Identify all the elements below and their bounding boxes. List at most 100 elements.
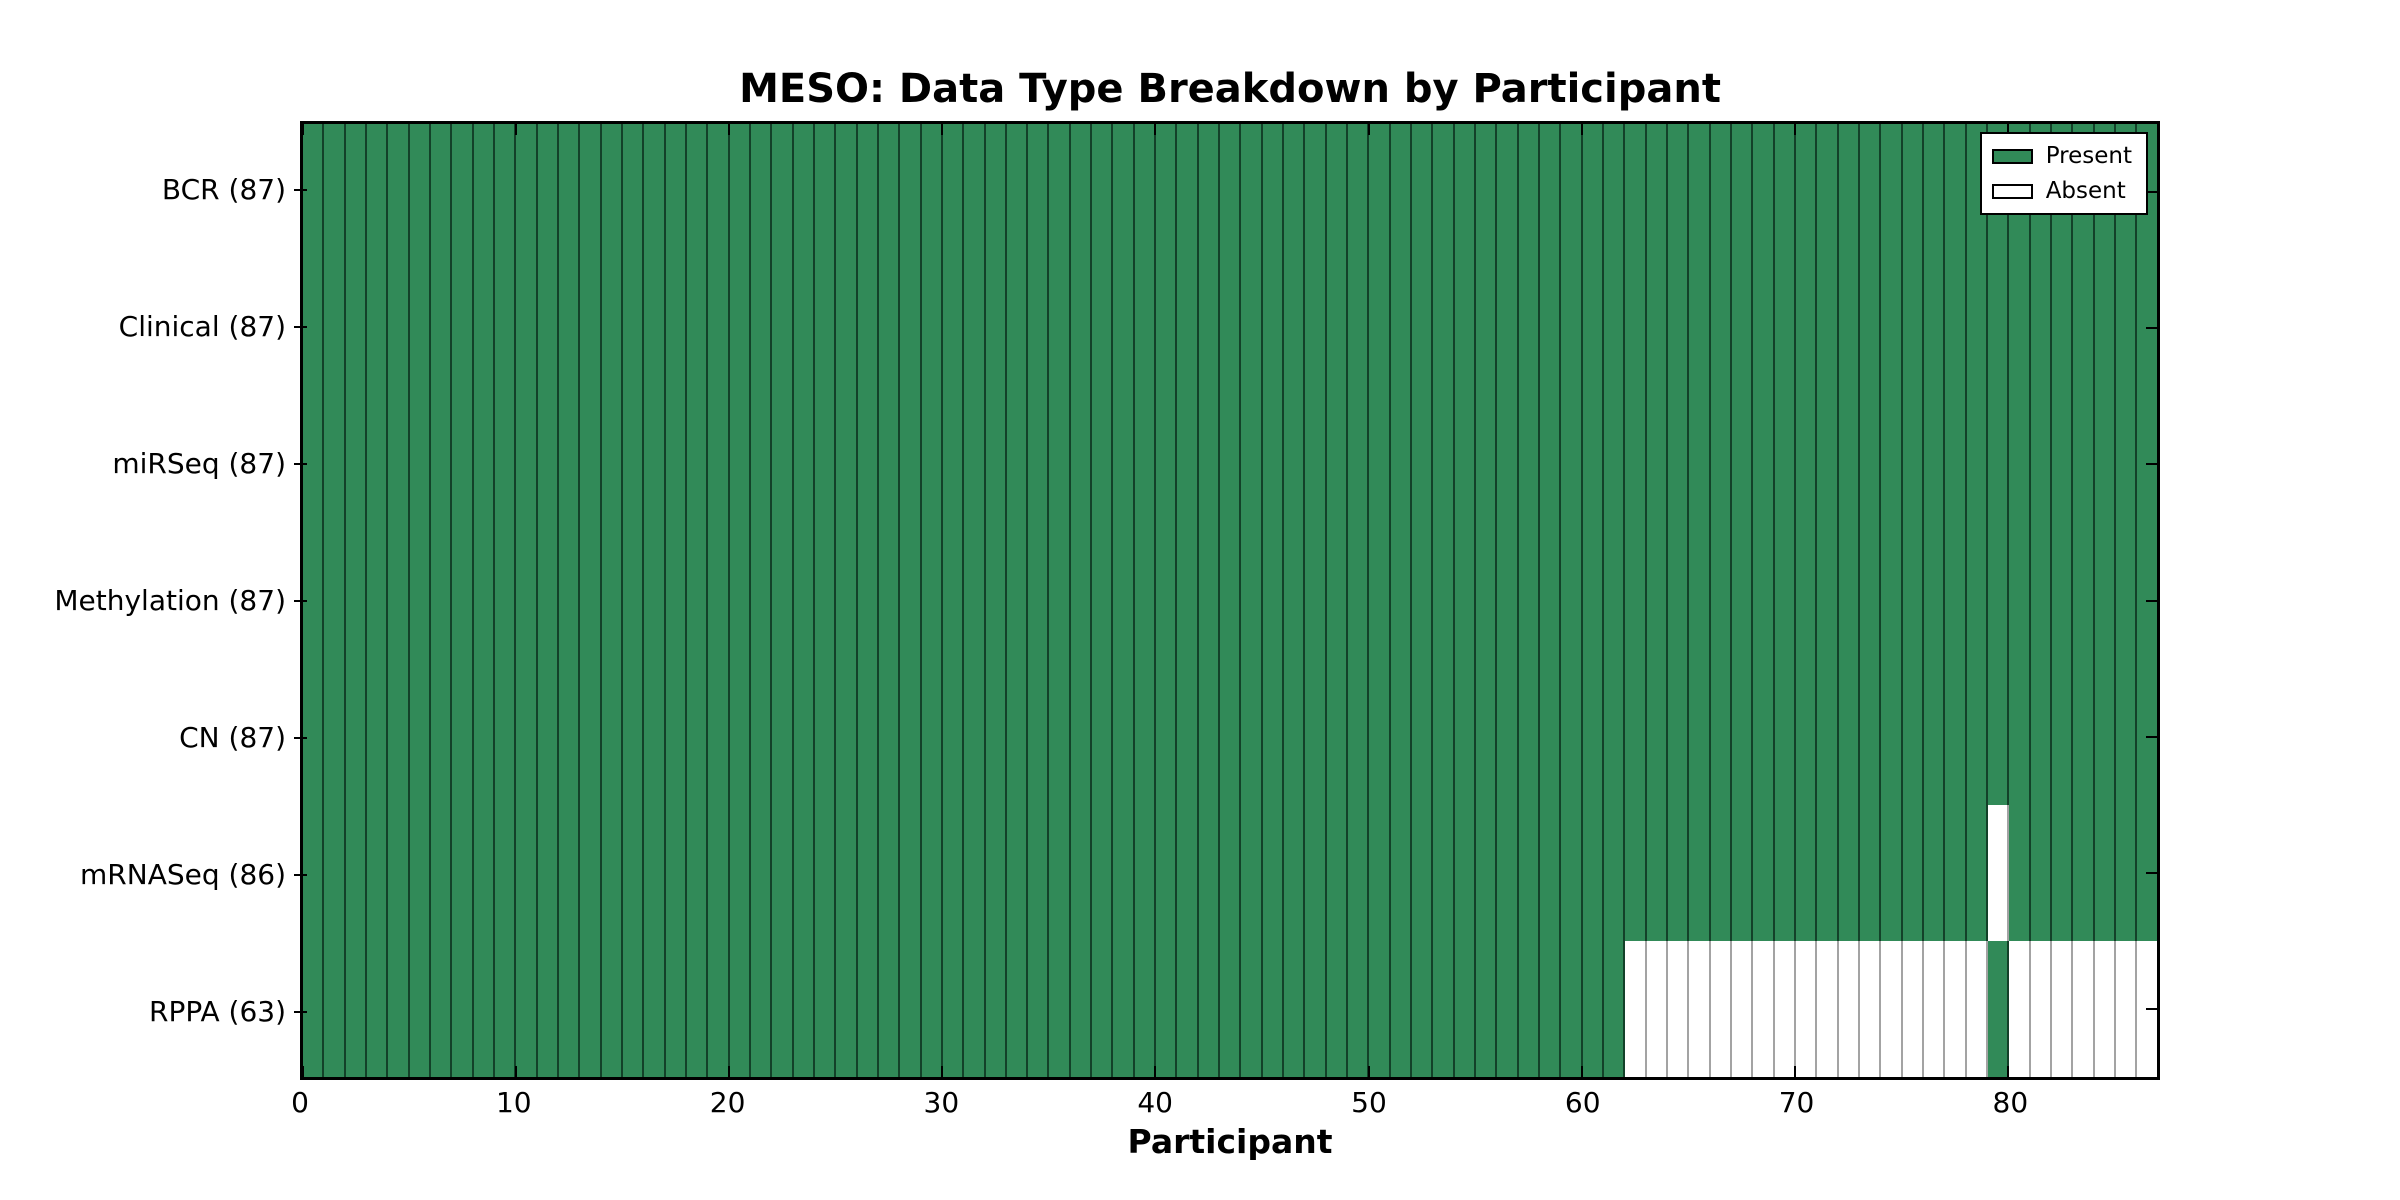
- heatmap-cell: [366, 532, 389, 669]
- heatmap-cell: [601, 940, 623, 1077]
- heatmap-cell: [942, 940, 965, 1077]
- heatmap-cell: [1348, 668, 1370, 805]
- y-axis-tick: [294, 325, 307, 328]
- heatmap-cell: [985, 668, 1007, 805]
- heatmap-cell: [324, 668, 346, 805]
- heatmap-cell: [1668, 940, 1690, 1077]
- heatmap-cell: [729, 124, 751, 261]
- heatmap-cell: [1561, 940, 1583, 1077]
- heatmap-cell: [1369, 260, 1391, 397]
- heatmap-row: [303, 260, 2157, 397]
- heatmap-cell: [665, 804, 687, 941]
- heatmap-cell: [1625, 804, 1647, 941]
- heatmap-cell: [622, 532, 645, 669]
- heatmap-cell: [1923, 396, 1946, 533]
- heatmap-cell: [1198, 260, 1221, 397]
- heatmap-cell: [1731, 940, 1754, 1077]
- heatmap-cell: [1540, 804, 1562, 941]
- heatmap-cell: [1625, 940, 1647, 1077]
- heatmap-cell: [1497, 940, 1519, 1077]
- heatmap-cell: [1689, 804, 1711, 941]
- heatmap-cell: [537, 804, 559, 941]
- heatmap-cell: [1859, 260, 1882, 397]
- legend-swatch-present-icon: [1991, 148, 2033, 164]
- heatmap-cell: [2009, 668, 2031, 805]
- heatmap-cell: [878, 532, 901, 669]
- heatmap-cell: [2030, 260, 2052, 397]
- heatmap-cell: [836, 668, 858, 805]
- heatmap-cell: [1561, 532, 1583, 669]
- heatmap-cell: [1859, 124, 1882, 261]
- heatmap-cell: [814, 124, 837, 261]
- heatmap-cell: [942, 260, 965, 397]
- x-tick-label: 0: [291, 1086, 309, 1119]
- heatmap-cell: [303, 124, 325, 261]
- heatmap-cell: [2009, 940, 2031, 1077]
- heatmap-cell: [1902, 124, 1924, 261]
- heatmap-cell: [409, 940, 431, 1077]
- heatmap-cell: [1945, 124, 1967, 261]
- heatmap-cell: [708, 804, 730, 941]
- heatmap-cell: [942, 532, 965, 669]
- heatmap-cell: [985, 124, 1007, 261]
- heatmap-cell: [878, 668, 901, 805]
- heatmap-cell: [1625, 396, 1647, 533]
- heatmap-cell: [708, 396, 730, 533]
- heatmap-cell: [2073, 396, 2095, 533]
- heatmap-cell: [1753, 804, 1775, 941]
- heatmap-cell: [409, 668, 431, 805]
- heatmap-cell: [388, 124, 410, 261]
- heatmap-cell: [1049, 260, 1071, 397]
- heatmap-cell: [452, 804, 474, 941]
- heatmap-cell: [1454, 940, 1477, 1077]
- heatmap-cell: [1198, 804, 1221, 941]
- heatmap-cell: [601, 260, 623, 397]
- heatmap-cell: [601, 396, 623, 533]
- heatmap-cell: [345, 396, 367, 533]
- heatmap-cell: [1497, 532, 1519, 669]
- heatmap-cell: [900, 668, 922, 805]
- heatmap-cell: [324, 804, 346, 941]
- heatmap-cell: [1774, 668, 1796, 805]
- heatmap-cell: [1838, 532, 1860, 669]
- heatmap-cell: [1177, 396, 1199, 533]
- heatmap-cell: [452, 940, 474, 1077]
- heatmap-cell: [1945, 804, 1967, 941]
- heatmap-cell: [1966, 804, 1988, 941]
- heatmap-cell: [1177, 532, 1199, 669]
- heatmap-cell: [1049, 124, 1071, 261]
- heatmap-cell: [1987, 804, 2010, 941]
- heatmap-cell: [729, 396, 751, 533]
- plot-area: Present Absent: [300, 121, 2160, 1080]
- heatmap-cell: [1668, 396, 1690, 533]
- heatmap-cell: [750, 532, 773, 669]
- heatmap-cell: [921, 260, 943, 397]
- heatmap-cell: [814, 260, 837, 397]
- heatmap-cell: [1198, 532, 1221, 669]
- x-axis-tick: [302, 124, 304, 135]
- heatmap-cell: [1859, 396, 1882, 533]
- heatmap-cell: [1731, 532, 1754, 669]
- heatmap-cell: [1433, 260, 1455, 397]
- heatmap-cell: [1497, 260, 1519, 397]
- heatmap-cell: [1006, 532, 1029, 669]
- heatmap-cell: [836, 260, 858, 397]
- heatmap-cell: [1881, 260, 1903, 397]
- y-axis-tick-right: [2146, 191, 2157, 194]
- heatmap-cell: [1326, 804, 1349, 941]
- heatmap-cell: [1817, 804, 1839, 941]
- heatmap-cell: [430, 260, 453, 397]
- heatmap-cell: [665, 124, 687, 261]
- heatmap-cell: [366, 260, 389, 397]
- heatmap-cell: [345, 124, 367, 261]
- heatmap-cell: [1689, 124, 1711, 261]
- heatmap-cell: [1753, 532, 1775, 669]
- heatmap-cell: [1881, 668, 1903, 805]
- heatmap-cell: [1006, 668, 1029, 805]
- heatmap-cell: [1433, 804, 1455, 941]
- heatmap-cell: [1582, 668, 1605, 805]
- heatmap-cell: [516, 668, 538, 805]
- heatmap-cell: [921, 668, 943, 805]
- heatmap-cell: [2115, 532, 2138, 669]
- x-axis-tick: [1793, 1066, 1796, 1077]
